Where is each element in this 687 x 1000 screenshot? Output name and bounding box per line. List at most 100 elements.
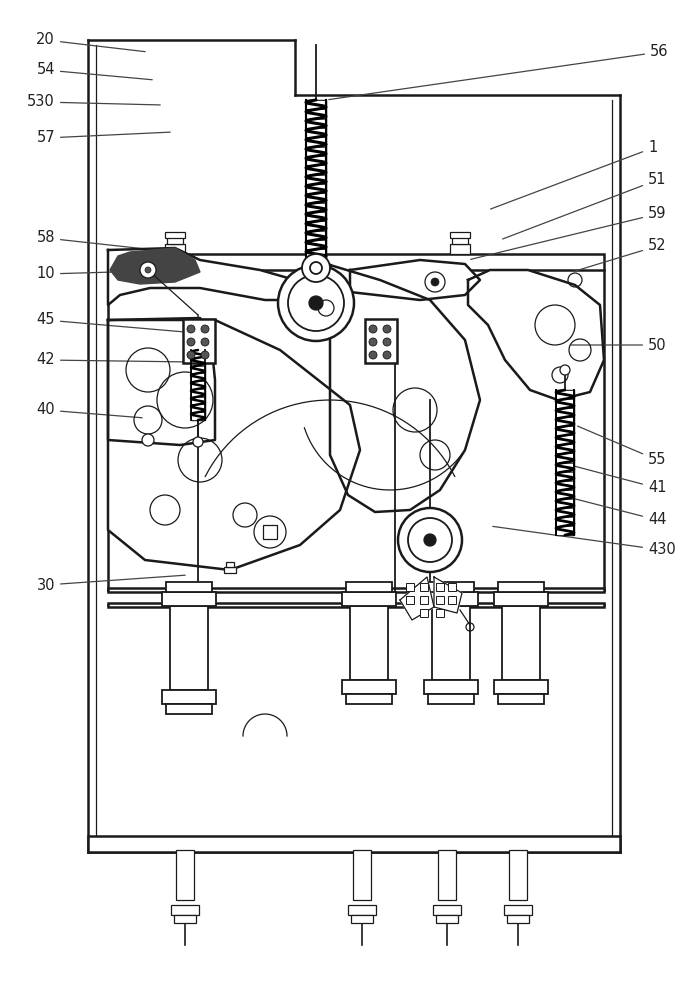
Bar: [166, 704, 212, 714]
Bar: [108, 603, 604, 607]
Bar: [438, 850, 456, 900]
Polygon shape: [307, 232, 325, 239]
Bar: [167, 236, 183, 244]
Polygon shape: [557, 436, 573, 443]
Text: 45: 45: [36, 312, 182, 332]
Circle shape: [408, 518, 452, 562]
Circle shape: [187, 338, 195, 346]
Bar: [406, 583, 414, 591]
Text: 42: 42: [36, 353, 189, 367]
Bar: [498, 582, 544, 592]
Polygon shape: [192, 405, 204, 411]
Bar: [498, 694, 544, 704]
Circle shape: [288, 275, 344, 331]
Bar: [346, 582, 392, 592]
Polygon shape: [434, 577, 462, 613]
Polygon shape: [556, 390, 574, 535]
Polygon shape: [307, 148, 325, 155]
Text: 30: 30: [36, 575, 185, 592]
Polygon shape: [307, 213, 325, 220]
Polygon shape: [557, 418, 573, 425]
Polygon shape: [307, 260, 325, 267]
Text: 54: 54: [36, 62, 153, 80]
Text: 40: 40: [36, 402, 142, 418]
Circle shape: [142, 434, 154, 446]
Text: 51: 51: [503, 172, 666, 239]
Bar: [494, 592, 548, 606]
Bar: [162, 690, 216, 704]
Text: 20: 20: [36, 32, 145, 52]
Bar: [108, 254, 604, 270]
Polygon shape: [330, 265, 480, 512]
Polygon shape: [307, 101, 325, 108]
Bar: [428, 582, 474, 592]
Bar: [504, 905, 532, 915]
Text: 59: 59: [471, 207, 666, 259]
Polygon shape: [557, 509, 573, 516]
Circle shape: [278, 265, 354, 341]
Circle shape: [201, 351, 209, 359]
Text: 52: 52: [574, 238, 666, 271]
Polygon shape: [307, 166, 325, 174]
Text: 50: 50: [571, 338, 666, 353]
Text: 58: 58: [36, 231, 170, 252]
Polygon shape: [307, 222, 325, 230]
Polygon shape: [557, 482, 573, 489]
Polygon shape: [192, 390, 204, 396]
Polygon shape: [557, 400, 573, 407]
Circle shape: [383, 325, 391, 333]
Circle shape: [187, 325, 195, 333]
Polygon shape: [557, 464, 573, 471]
Bar: [507, 915, 529, 923]
Polygon shape: [108, 318, 215, 445]
Polygon shape: [192, 374, 204, 380]
Polygon shape: [307, 176, 325, 183]
Bar: [365, 319, 397, 363]
Circle shape: [431, 278, 439, 286]
Bar: [420, 583, 428, 591]
Bar: [450, 244, 470, 254]
Polygon shape: [306, 100, 326, 268]
Bar: [428, 694, 474, 704]
Bar: [171, 905, 199, 915]
Bar: [342, 680, 396, 694]
Polygon shape: [307, 138, 325, 146]
Polygon shape: [307, 157, 325, 164]
Bar: [420, 609, 428, 617]
Bar: [448, 596, 456, 604]
Bar: [502, 606, 540, 680]
Polygon shape: [557, 527, 573, 534]
Polygon shape: [307, 204, 325, 211]
Bar: [433, 905, 461, 915]
Bar: [436, 609, 444, 617]
Circle shape: [309, 296, 323, 310]
Bar: [88, 836, 620, 852]
Polygon shape: [468, 270, 604, 400]
Polygon shape: [557, 391, 573, 398]
Bar: [432, 606, 470, 680]
Polygon shape: [557, 500, 573, 507]
Polygon shape: [192, 359, 204, 365]
Bar: [494, 680, 548, 694]
Circle shape: [201, 325, 209, 333]
Bar: [162, 592, 216, 606]
Bar: [174, 915, 196, 923]
Circle shape: [398, 508, 462, 572]
Circle shape: [425, 272, 445, 292]
Polygon shape: [557, 473, 573, 480]
Polygon shape: [557, 454, 573, 462]
Circle shape: [383, 338, 391, 346]
Bar: [165, 232, 185, 238]
Polygon shape: [192, 382, 204, 388]
Bar: [165, 244, 185, 254]
Text: 1: 1: [491, 140, 657, 209]
Circle shape: [145, 267, 151, 273]
Circle shape: [201, 338, 209, 346]
Polygon shape: [307, 194, 325, 202]
Bar: [448, 583, 456, 591]
Bar: [176, 850, 194, 900]
Bar: [424, 680, 478, 694]
Polygon shape: [557, 518, 573, 525]
Bar: [346, 694, 392, 704]
Bar: [183, 319, 215, 363]
